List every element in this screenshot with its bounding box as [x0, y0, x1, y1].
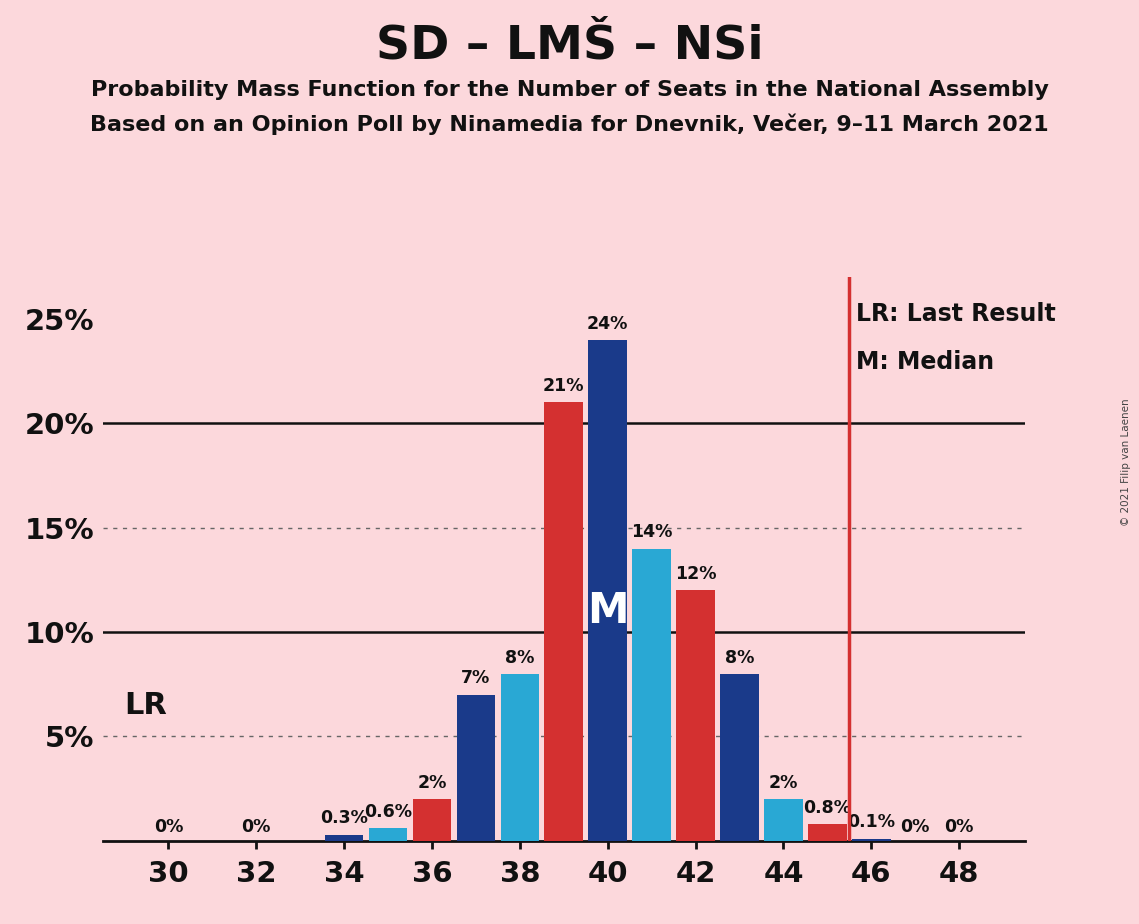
Text: Probability Mass Function for the Number of Seats in the National Assembly: Probability Mass Function for the Number…	[91, 80, 1048, 101]
Text: © 2021 Filip van Laenen: © 2021 Filip van Laenen	[1121, 398, 1131, 526]
Text: 0.8%: 0.8%	[803, 799, 851, 817]
Text: 0.1%: 0.1%	[847, 813, 895, 832]
Text: SD – LMŠ – NSi: SD – LMŠ – NSi	[376, 23, 763, 68]
Text: 14%: 14%	[631, 523, 672, 541]
Text: 12%: 12%	[674, 565, 716, 583]
Text: 2%: 2%	[769, 773, 798, 792]
Bar	[720, 674, 759, 841]
Text: 24%: 24%	[587, 314, 629, 333]
Bar	[544, 403, 583, 841]
Text: 0.3%: 0.3%	[320, 809, 368, 827]
Text: 21%: 21%	[543, 377, 584, 395]
Text: 8%: 8%	[506, 649, 534, 666]
Text: 0%: 0%	[241, 818, 271, 835]
Bar	[457, 695, 495, 841]
Text: 0%: 0%	[901, 818, 929, 835]
Text: 0.6%: 0.6%	[364, 803, 412, 821]
Text: 7%: 7%	[461, 669, 491, 687]
Bar	[369, 828, 408, 841]
Bar	[500, 674, 539, 841]
Bar	[412, 799, 451, 841]
Bar	[808, 824, 846, 841]
Bar	[852, 839, 891, 841]
Text: 8%: 8%	[724, 649, 754, 666]
Bar	[589, 340, 628, 841]
Bar	[677, 590, 715, 841]
Bar	[632, 549, 671, 841]
Bar	[325, 834, 363, 841]
Bar	[764, 799, 803, 841]
Text: Based on an Opinion Poll by Ninamedia for Dnevnik, Večer, 9–11 March 2021: Based on an Opinion Poll by Ninamedia fo…	[90, 114, 1049, 135]
Text: M: M	[587, 590, 629, 632]
Text: 0%: 0%	[944, 818, 974, 835]
Text: 2%: 2%	[417, 773, 446, 792]
Text: LR: LR	[124, 690, 167, 720]
Text: LR: Last Result: LR: Last Result	[857, 302, 1056, 326]
Text: M: Median: M: Median	[857, 350, 994, 374]
Text: 0%: 0%	[154, 818, 183, 835]
